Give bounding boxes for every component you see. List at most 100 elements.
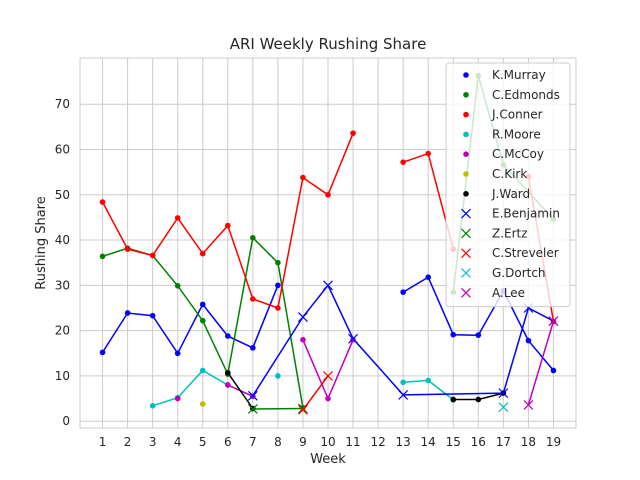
legend-marker — [463, 151, 469, 157]
series-c-kirk — [199, 401, 206, 407]
data-point — [247, 404, 258, 414]
plot-frame — [79, 57, 577, 429]
x-tick-label: 4 — [174, 435, 182, 449]
x-tick-label: 17 — [496, 435, 511, 449]
y-tick-label: 70 — [55, 97, 70, 111]
x-tick-label: 9 — [299, 435, 307, 449]
y-tick-label: 60 — [55, 142, 70, 156]
series-line — [302, 375, 329, 411]
data-point — [323, 280, 333, 291]
data-point — [548, 316, 559, 327]
legend-marker — [463, 171, 469, 177]
axis-ticks: 1 2 3 4 5 6 7 8 9 10 11 12 13 14 15 16 17 18 1901020304050… — [55, 97, 561, 449]
legend-label: R.Moore — [492, 127, 541, 141]
x-tick-label: 6 — [224, 435, 232, 449]
data-point — [400, 159, 406, 165]
data-point — [450, 396, 457, 403]
y-axis-label: Rushing Share — [34, 196, 49, 289]
data-point — [99, 349, 106, 356]
series-line — [252, 283, 554, 397]
data-point — [199, 401, 206, 407]
legend-marker — [463, 111, 469, 118]
legend-label: K.Murray — [492, 68, 546, 82]
data-point — [425, 377, 432, 384]
data-point — [199, 250, 206, 257]
data-point — [325, 395, 331, 402]
data-point — [224, 333, 231, 339]
chart-title: ARI Weekly Rushing Share — [230, 35, 427, 53]
data-point — [224, 382, 231, 388]
data-point — [350, 130, 356, 136]
data-point — [199, 317, 206, 324]
legend-label: J.Conner — [491, 108, 543, 122]
data-point — [99, 253, 106, 260]
data-point — [398, 390, 409, 400]
series-a-lee — [523, 316, 559, 410]
data-point — [149, 312, 156, 319]
x-tick-label: 10 — [320, 435, 335, 449]
data-point — [325, 191, 331, 198]
data-point — [247, 390, 258, 401]
data-point — [174, 282, 181, 289]
y-tick-label: 20 — [55, 324, 70, 338]
x-tick-label: 15 — [446, 435, 461, 449]
x-tick-label: 13 — [396, 435, 411, 449]
x-tick-label: 7 — [249, 435, 257, 449]
data-point — [250, 296, 256, 302]
series-line — [227, 372, 254, 409]
data-point — [400, 289, 406, 295]
legend-label: A.Lee — [492, 286, 525, 300]
legend-label: C.Kirk — [492, 167, 527, 181]
data-point — [199, 367, 206, 374]
series-line — [527, 320, 555, 406]
data-point — [450, 331, 457, 338]
data-point — [475, 396, 482, 403]
legend-marker — [461, 268, 471, 278]
x-tick-label: 11 — [345, 435, 360, 449]
data-point — [224, 369, 231, 376]
data-point — [298, 312, 308, 322]
data-point — [300, 174, 306, 181]
x-tick-label: 5 — [199, 435, 207, 449]
legend-label: J.Ward — [491, 187, 530, 201]
legend-marker — [463, 72, 469, 78]
data-point — [199, 301, 206, 308]
x-tick-label: 18 — [521, 435, 536, 449]
data-point — [298, 404, 308, 415]
series-z-ertz — [247, 403, 308, 414]
data-point — [275, 305, 281, 311]
data-point — [149, 403, 156, 409]
legend-marker — [463, 131, 469, 138]
data-point — [425, 150, 432, 157]
x-tick-label: 2 — [124, 435, 132, 449]
data-point — [124, 246, 131, 252]
data-point — [525, 337, 532, 344]
legend-label: Z.Ertz — [492, 226, 528, 240]
x-tick-label: 12 — [370, 435, 385, 449]
legend: K.Murray C.Edmonds J.Conner R.Moore C.McCoy C… — [445, 62, 571, 308]
data-point — [149, 252, 156, 259]
legend-box — [445, 62, 571, 308]
legend-label: C.McCoy — [492, 147, 544, 161]
x-tick-label: 14 — [421, 435, 436, 449]
data-point — [99, 199, 106, 205]
data-point — [224, 222, 231, 229]
data-point — [174, 215, 181, 221]
x-axis-label: Week — [310, 452, 346, 467]
data-point — [498, 402, 509, 413]
legend-marker — [461, 208, 471, 219]
data-point — [523, 399, 534, 410]
y-tick-label: 40 — [55, 233, 70, 247]
y-tick-label: 0 — [62, 414, 70, 428]
data-point — [250, 345, 256, 351]
legend-marker — [463, 191, 469, 197]
data-point — [475, 332, 482, 338]
data-point — [550, 367, 557, 374]
legend-marker — [463, 92, 469, 98]
data-point — [275, 259, 281, 266]
series-c-streveler — [298, 370, 333, 415]
data-point — [124, 310, 131, 316]
x-tick-label: 3 — [149, 435, 157, 449]
legend-marker — [461, 228, 471, 239]
